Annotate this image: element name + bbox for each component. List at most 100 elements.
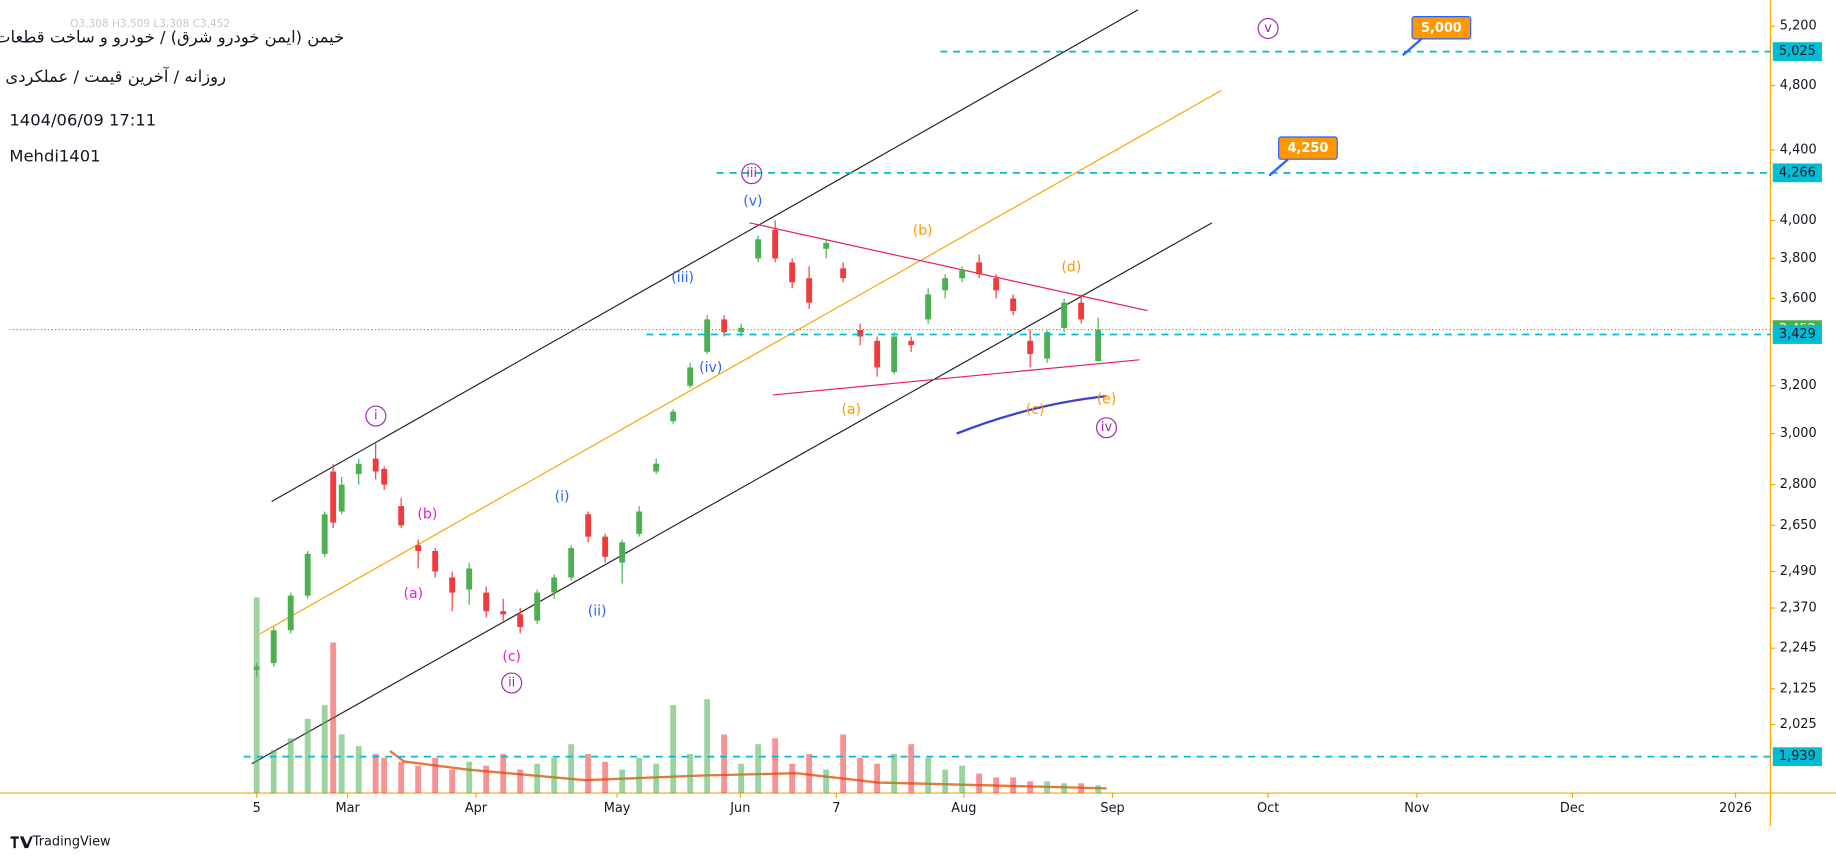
- callout-box: [1411, 16, 1472, 40]
- volume-bar: [738, 763, 745, 794]
- volume-bar: [772, 738, 779, 794]
- volume-bar: [534, 763, 541, 794]
- level-label-box: [1772, 42, 1822, 61]
- wave-label: iii: [746, 166, 757, 181]
- volume-bar: [925, 757, 932, 794]
- x-tick-label: Mar: [335, 801, 360, 816]
- volume-bar: [806, 753, 813, 794]
- candle-body: [874, 340, 881, 368]
- candle-body: [636, 511, 643, 534]
- volume-bar: [721, 734, 728, 794]
- timestamp: 1404/06/09 17:11: [9, 110, 156, 129]
- volume-bar: [449, 769, 456, 794]
- candle-body: [270, 630, 277, 664]
- volume-bar: [483, 765, 490, 794]
- wave-label: (b): [417, 506, 437, 522]
- volume-bar: [338, 734, 345, 794]
- y-tick-label: 3,000: [1780, 426, 1817, 441]
- level-label: 4,266: [1779, 165, 1816, 180]
- candle-body: [755, 239, 762, 259]
- candle-body: [857, 330, 864, 337]
- level-label-box: [1772, 325, 1822, 344]
- volume-bar: [330, 642, 337, 794]
- volume-bar: [551, 757, 558, 794]
- volume-bar: [1095, 785, 1102, 794]
- author: Mehdi1401: [9, 147, 100, 166]
- candle-body: [466, 568, 473, 590]
- wave-label: ii: [508, 676, 515, 691]
- candle-body: [321, 514, 328, 554]
- candle-body: [1078, 302, 1085, 320]
- volume-bar: [517, 769, 524, 794]
- y-tick-label: 4,400: [1780, 142, 1817, 157]
- volume-bar: [372, 753, 379, 794]
- wave-label: iv: [1101, 420, 1113, 435]
- volume-bar: [857, 757, 864, 794]
- volume-bar: [585, 753, 592, 794]
- level-label: 3,429: [1779, 327, 1816, 342]
- wave-label: i: [374, 409, 378, 424]
- callout-label: 4,250: [1288, 141, 1329, 156]
- y-tick-label: 2,025: [1780, 717, 1817, 732]
- volume-bar: [1044, 781, 1051, 794]
- candle-body: [806, 278, 813, 303]
- volume-bar: [355, 746, 362, 794]
- candle-body: [381, 468, 388, 485]
- candle-body: [534, 592, 541, 621]
- candle-body: [619, 542, 626, 563]
- x-tick-label: Dec: [1560, 801, 1585, 816]
- ohlc-legend: O3,308 H3,509 L3,308 C3,452: [70, 18, 230, 30]
- candle-body: [959, 270, 966, 279]
- volume-bar: [1078, 783, 1085, 794]
- volume-bar: [304, 718, 311, 794]
- x-tick-label: May: [604, 801, 631, 816]
- candle-body: [772, 229, 779, 259]
- wave-label: (b): [913, 223, 933, 239]
- candle-body: [355, 463, 362, 475]
- candle-body: [483, 592, 490, 612]
- callout-label: 5,000: [1421, 21, 1462, 36]
- candle-body: [602, 536, 609, 557]
- wave-circle: [365, 405, 387, 427]
- candle-body: [925, 294, 932, 320]
- y-tick-label: 2,245: [1780, 641, 1817, 656]
- callout-box: [1278, 136, 1338, 160]
- volume-bar: [398, 761, 405, 794]
- candle-body: [372, 458, 379, 472]
- candle-body: [789, 262, 796, 283]
- wave-label: (i): [555, 489, 570, 505]
- volume-bar: [942, 769, 949, 794]
- candle-body: [687, 367, 694, 386]
- brand: TradingView: [32, 835, 111, 850]
- channel-mid: [259, 90, 1222, 635]
- candle-body: [1027, 340, 1034, 355]
- wave-circle: [501, 672, 523, 694]
- callout-pointer: [1268, 158, 1289, 177]
- wave-label: (ii): [588, 604, 607, 620]
- candle-body: [304, 553, 311, 596]
- wave-label: (iv): [699, 360, 722, 376]
- candle-body: [253, 666, 260, 670]
- x-tick-label: Nov: [1404, 801, 1430, 816]
- chart-subtitle: روزانه / آخرین قیمت / عملکردی: [5, 67, 226, 87]
- volume-bar: [287, 738, 294, 794]
- candle-body: [338, 484, 345, 512]
- candle-body: [398, 506, 405, 526]
- candle-body: [551, 577, 558, 593]
- volume-bar: [840, 734, 847, 794]
- candle-body: [891, 336, 898, 372]
- wave-label: (e): [1097, 392, 1117, 408]
- volume-bar: [381, 757, 388, 794]
- wave-label: (iii): [671, 270, 694, 286]
- y-tick-label: 5,200: [1780, 19, 1817, 34]
- volume-bar: [602, 761, 609, 794]
- x-tick-label: 5: [253, 801, 261, 816]
- volume-bar: [993, 777, 1000, 794]
- chart-title: خیمن (ایمن خودرو شرق) / خودرو و ساخت قطع…: [0, 27, 344, 47]
- volume-bar: [432, 757, 439, 794]
- candle-body: [942, 278, 949, 291]
- level-label-box: [1772, 163, 1822, 183]
- x-tick-label: Oct: [1257, 801, 1279, 816]
